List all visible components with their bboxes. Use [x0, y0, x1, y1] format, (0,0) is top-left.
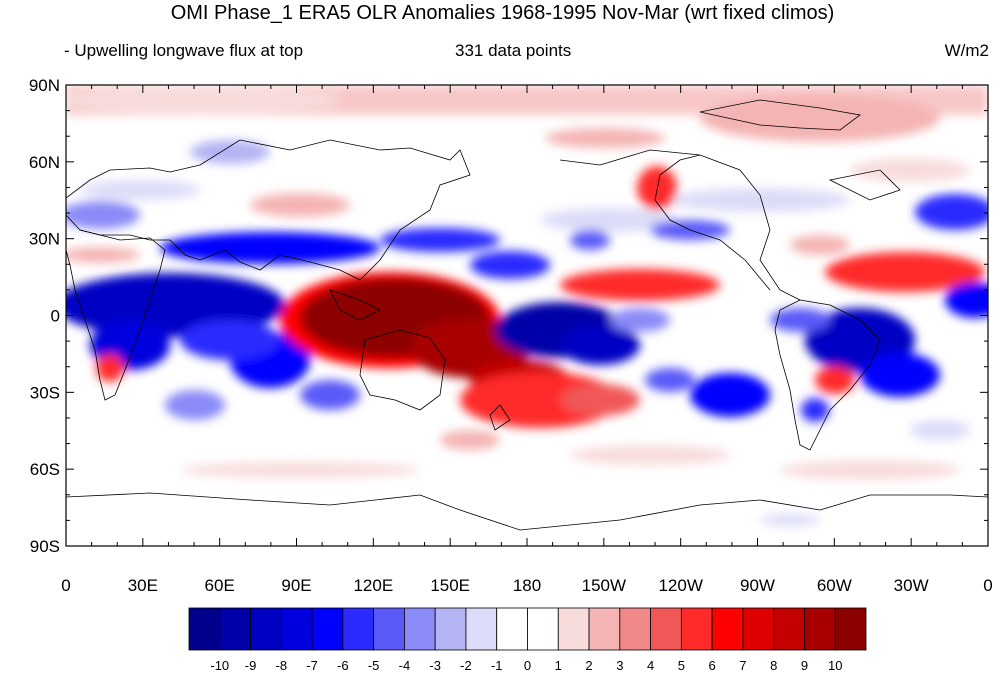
x-tick-label: 0 [983, 576, 992, 595]
x-tick-label: 30E [128, 576, 158, 595]
colorbar-swatch [650, 607, 682, 651]
colorbar-swatch [588, 607, 621, 651]
colorbar-label: -5 [368, 658, 380, 673]
colorbar-label: -9 [245, 658, 257, 673]
colorbar-swatch [188, 607, 221, 651]
colorbar-swatch [742, 607, 775, 651]
x-tick-label: 60W [817, 576, 852, 595]
y-axis: 90N 60N 30N 0 30S 60S 90S [29, 76, 988, 556]
y-tick-label: 90N [29, 76, 60, 95]
x-tick-label: 0 [61, 576, 70, 595]
x-tick-label: 120W [658, 576, 702, 595]
colorbar-swatch [465, 607, 498, 651]
colorbar-label: -1 [491, 658, 503, 673]
colorbar-swatch [434, 607, 467, 651]
colorbar-label: -6 [337, 658, 349, 673]
y-tick-label: 60N [29, 153, 60, 172]
colorbar-swatch [311, 607, 344, 651]
y-tick-label: 60S [30, 460, 60, 479]
colorbar-label: 0 [524, 658, 531, 673]
colorbar-label: 5 [678, 658, 685, 673]
y-tick-label: 30S [30, 383, 60, 402]
colorbar-swatch [834, 607, 867, 651]
colorbar-swatch [404, 607, 436, 651]
colorbar-label: 2 [585, 658, 592, 673]
colorbar-swatch [527, 607, 559, 651]
colorbar-label: 10 [828, 658, 842, 673]
units-label: W/m2 [944, 41, 989, 60]
colorbar-label: -4 [399, 658, 411, 673]
x-tick-label: 30W [894, 576, 929, 595]
colorbar-label: 4 [647, 658, 654, 673]
colorbar-label: 7 [739, 658, 746, 673]
data-point-count: 331 data points [455, 41, 572, 60]
colorbar-label: 8 [770, 658, 777, 673]
colorbar-label: 3 [616, 658, 623, 673]
colorbar-swatch [680, 607, 713, 651]
colorbar-swatch [373, 607, 405, 651]
colorbar-swatch [711, 607, 744, 651]
y-tick-label: 30N [29, 230, 60, 249]
colorbar-label: -2 [460, 658, 472, 673]
colorbar-label: -8 [276, 658, 288, 673]
coastlines [66, 99, 988, 531]
colorbar-swatch [496, 607, 528, 651]
colorbar-label: 1 [555, 658, 562, 673]
colorbar-swatch [804, 607, 836, 651]
colorbar-swatch [280, 607, 313, 651]
colorbar-swatch [219, 607, 251, 651]
map-title: OMI Phase_1 ERA5 OLR Anomalies 1968-1995… [170, 2, 835, 24]
x-tick-label: 150E [430, 576, 470, 595]
colorbar-label: -7 [306, 658, 318, 673]
colorbar-label: -3 [429, 658, 441, 673]
anomaly-field [66, 85, 988, 546]
x-axis: 0 30E 60E 90E 120E 150E 180 150W 120W 90W 60W 30W 0 [61, 85, 993, 595]
colorbar-swatch [619, 607, 651, 651]
y-tick-label: 90S [30, 537, 60, 556]
x-tick-label: 90E [281, 576, 311, 595]
colorbar-swatch [773, 607, 805, 651]
x-tick-label: 120E [353, 576, 393, 595]
colorbar: -10 -9 -8 -7 -6 -5 -4 -3 -2 -1 0 1 2 3 4 5 6 7 8 9 10 [188, 607, 867, 673]
x-tick-label: 60E [205, 576, 235, 595]
x-tick-label: 90W [740, 576, 775, 595]
colorbar-swatch [557, 607, 590, 651]
x-tick-label: 150W [582, 576, 626, 595]
colorbar-label: -10 [210, 658, 229, 673]
variable-description: - Upwelling longwave flux at top [64, 41, 304, 60]
colorbar-label: 6 [709, 658, 716, 673]
x-tick-label: 180 [513, 576, 541, 595]
colorbar-label: 9 [801, 658, 808, 673]
y-tick-label: 0 [51, 307, 60, 326]
colorbar-swatch [250, 607, 282, 651]
colorbar-swatch [342, 607, 375, 651]
